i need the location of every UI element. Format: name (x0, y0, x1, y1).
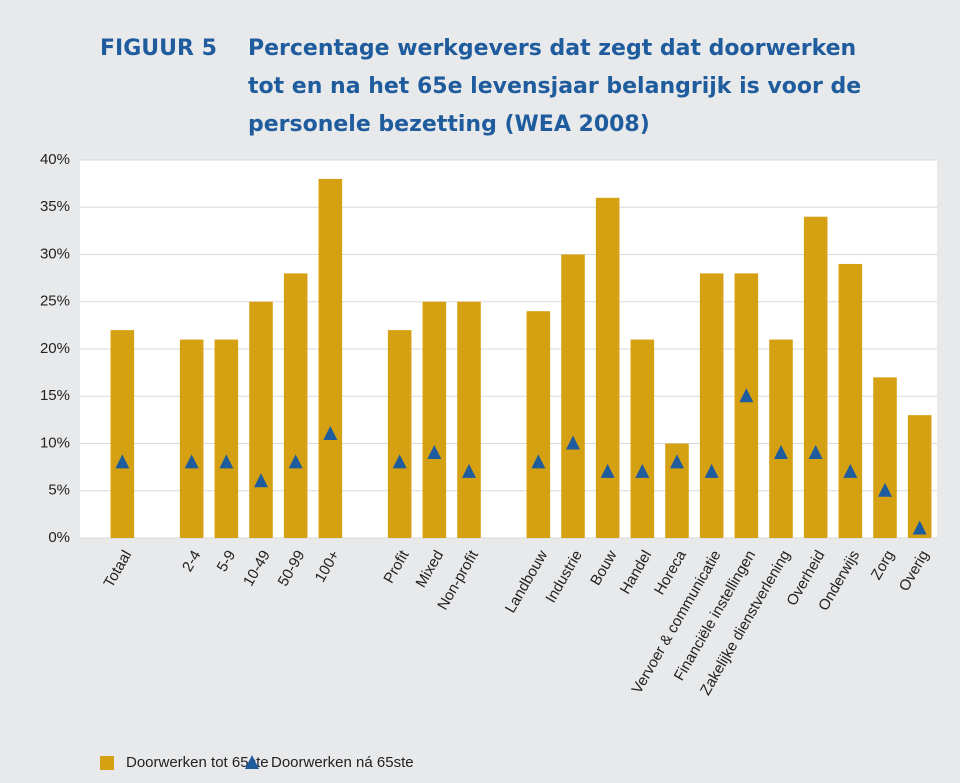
triangle-marker (704, 463, 719, 478)
legend-swatch (245, 755, 259, 769)
figure-label: FIGUUR 5 (100, 36, 217, 61)
bar (873, 377, 897, 538)
bar (110, 330, 135, 538)
x-tick-label: Landbouw (502, 547, 551, 616)
triangle-marker (774, 444, 788, 459)
bar (630, 339, 655, 538)
bar (387, 330, 412, 538)
y-tick-label: 40% (40, 151, 70, 168)
x-tick-label: Totaal (100, 547, 135, 590)
bar (249, 301, 273, 538)
triangle-marker (254, 473, 268, 488)
bar (214, 339, 239, 538)
triangle-marker (115, 454, 130, 469)
bar (179, 339, 204, 538)
y-tick-label: 25% (40, 293, 70, 310)
bar (318, 178, 343, 538)
x-tick-label: Bouw (587, 547, 621, 588)
triangle-marker (219, 454, 234, 469)
legend-label: Doorwerken ná 65ste (271, 754, 414, 771)
triangle-marker (392, 454, 407, 469)
x-tick-label: 10-49 (240, 547, 274, 589)
y-tick-label: 15% (40, 387, 70, 404)
x-tick-label: Overig (896, 547, 933, 594)
legend-swatch (100, 756, 114, 770)
x-tick-label: 5-9 (214, 547, 240, 574)
x-tick-label: 2-4 (179, 547, 205, 574)
legend-label: Doorwerken tot 65ste (126, 754, 269, 771)
triangle-marker (878, 482, 892, 497)
y-tick-label: 5% (48, 482, 70, 499)
triangle-marker (739, 388, 754, 403)
bar (769, 339, 793, 538)
triangle-marker (462, 463, 476, 478)
bar (561, 254, 585, 538)
y-tick-label: 30% (40, 245, 70, 262)
x-tick-label: 100+ (312, 547, 344, 585)
y-tick-label: 0% (48, 529, 70, 546)
x-tick-label: Handel (617, 547, 655, 597)
bar (907, 415, 932, 538)
x-tick-label: 50-99 (275, 547, 309, 589)
triangle-marker (531, 454, 546, 469)
x-tick-label: Profit (380, 547, 413, 587)
bar (283, 273, 308, 538)
triangle-marker (808, 444, 823, 459)
triangle-marker (635, 463, 650, 478)
triangle-marker (288, 454, 303, 469)
chart-title: Percentage werkgevers dat zegt dat doorw… (248, 36, 862, 137)
triangle-marker (184, 454, 199, 469)
bar (457, 301, 481, 538)
bar (595, 197, 620, 539)
y-tick-label: 10% (40, 434, 70, 451)
triangle-marker (670, 454, 684, 469)
bar (838, 263, 863, 538)
x-tick-label: Zorg (868, 547, 898, 582)
bar (803, 216, 828, 538)
y-tick-label: 20% (40, 340, 70, 357)
bar (526, 311, 551, 538)
triangle-marker (323, 426, 338, 441)
bar (422, 301, 447, 538)
triangle-marker (600, 463, 615, 478)
triangle-marker (566, 435, 580, 450)
bar (734, 273, 759, 538)
triangle-marker (843, 463, 858, 478)
x-tick-label: Mixed (413, 547, 448, 590)
y-tick-label: 35% (40, 198, 70, 215)
triangle-marker (912, 520, 927, 535)
triangle-marker (427, 444, 442, 459)
bar (699, 273, 724, 538)
